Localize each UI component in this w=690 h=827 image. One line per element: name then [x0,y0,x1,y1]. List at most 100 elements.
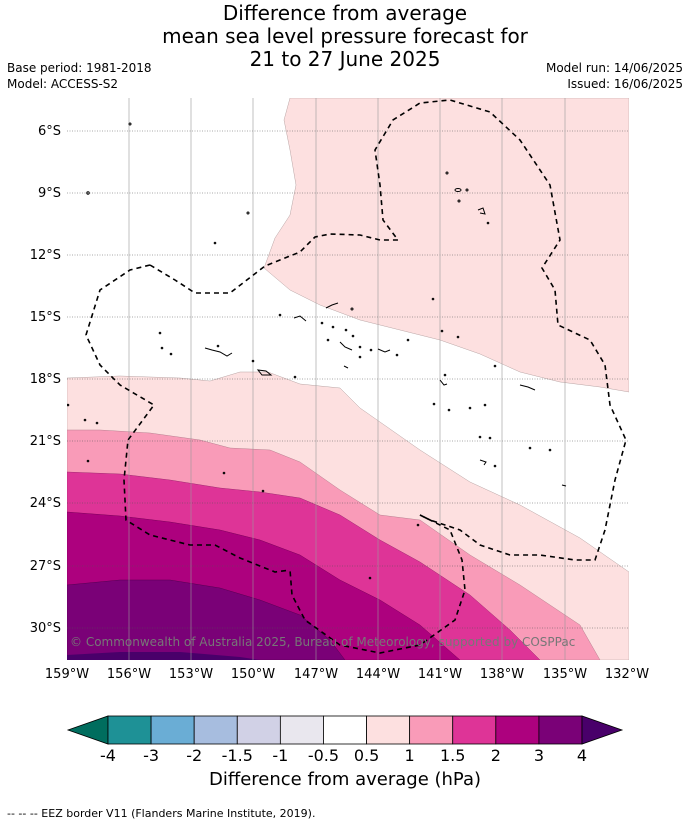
eez-border-pitcairn [289,514,466,654]
island-marker [456,335,460,339]
island-marker [293,375,297,379]
latitude-labels: 6°S 9°S 12°S 15°S 18°S 21°S 24°S 27°S 30… [30,124,61,636]
lon-label: 144°W [356,667,400,682]
colorbar-tick-label: -4 [100,746,116,765]
island-marker [368,576,372,580]
colorbar-tick-label: 4 [577,746,587,765]
island-marker [350,307,354,311]
map-area: © Commonwealth of Australia 2025, Bureau… [67,98,629,660]
lon-label: 153°W [169,667,213,682]
colorbar-tick-label: 1.5 [440,746,465,765]
island-marker [86,191,90,195]
issued-date: Issued: 16/06/2025 [567,77,683,91]
colorbar-segment [495,715,540,745]
colorbar-tick-label: 1 [405,746,415,765]
base-period: Base period: 1981-2018 [7,61,152,75]
colorbar: -4 -3 -2 -1.5 -1 -0.5 0.5 1 1.5 2 3 4 [66,715,624,765]
colorbar-segment [323,715,367,745]
lat-label: 27°S [30,559,61,574]
island-marker [358,355,362,359]
island-marker [83,418,87,422]
island-marker [465,188,469,192]
title-line-1: Difference from average [222,1,468,25]
lon-label: 138°W [480,667,524,682]
lat-label: 9°S [38,186,61,201]
islands [67,122,567,580]
colorbar-tick-label: -2 [186,746,202,765]
title-line-3: 21 to 27 June 2025 [249,47,441,71]
island-marker [86,459,90,463]
model-name: Model: ACCESS-S2 [7,77,119,91]
island-marker [395,353,399,357]
colorbar-segment [409,715,454,745]
island-marker [493,364,497,368]
island-marker [486,221,490,225]
lon-label: 135°W [543,667,587,682]
island-marker [519,384,536,391]
island-marker [454,188,462,192]
island-marker [561,484,567,487]
island-marker [439,379,448,386]
island-marker [479,459,487,466]
island-marker [204,347,233,357]
colorbar-tick-labels: -4 -3 -2 -1.5 -1 -0.5 0.5 1 1.5 2 3 4 [100,746,587,765]
colorbar-tick-label: -1.5 [222,746,253,765]
lat-label: 15°S [30,310,61,325]
island-marker [344,328,348,332]
colorbar-segment [366,715,411,745]
island-marker [432,402,436,406]
lon-label: 132°W [605,667,649,682]
island-marker [377,348,391,353]
island-marker [440,329,444,333]
colorbar-tick-label: -1 [272,746,288,765]
eez-legend-footer: -- -- -- EEZ border V11 (Flanders Marine… [7,807,316,820]
island-marker [213,241,217,245]
island-marker [67,403,70,407]
meta-right: Model run: 14/06/2025 Issued: 16/06/2025 [546,60,683,92]
latitude-gridlines [67,130,629,629]
island-marker [548,448,552,452]
island-marker [278,313,282,317]
colorbar-segment [236,715,281,745]
island-marker [447,408,451,412]
island-marker [483,403,487,407]
island-marker [261,489,265,493]
colorbar-tick-label: -0.5 [308,746,339,765]
island-marker [457,199,461,203]
island-marker [216,344,220,348]
colorbar-segment [538,715,583,745]
colorbar-tick-label: 2 [491,746,501,765]
meta-left: Base period: 1981-2018 Model: ACCESS-S2 [7,60,152,92]
lat-label: 18°S [30,372,61,387]
island-marker [326,338,330,342]
island-marker [320,321,324,325]
colorbar-segment [279,715,324,745]
island-marker [488,436,492,440]
lon-label: 147°W [294,667,338,682]
colorbar-segment [452,715,497,745]
colorbar-segments [107,715,583,745]
island-marker [169,352,173,356]
colorbar-under-arrow [66,715,109,745]
island-marker [251,359,255,363]
longitude-gridlines [128,98,566,660]
contour-band-3 [67,579,346,660]
lat-label: 21°S [30,434,61,449]
island-marker [331,325,335,329]
island-marker [358,345,362,349]
contour-band-4 [67,652,260,660]
lat-label: 12°S [30,248,61,263]
island-marker [406,338,410,342]
island-marker [369,348,373,352]
island-marker [445,171,449,175]
island-marker [351,334,355,338]
island-marker [256,369,273,376]
copyright-notice: © Commonwealth of Australia 2025, Bureau… [70,635,575,649]
lat-label: 6°S [38,124,61,139]
lon-label: 156°W [107,667,151,682]
eez-border-french-polynesia [149,99,627,561]
island-marker [246,211,250,215]
island-marker [339,341,353,351]
colorbar-title: Difference from average (hPa) [208,769,482,790]
